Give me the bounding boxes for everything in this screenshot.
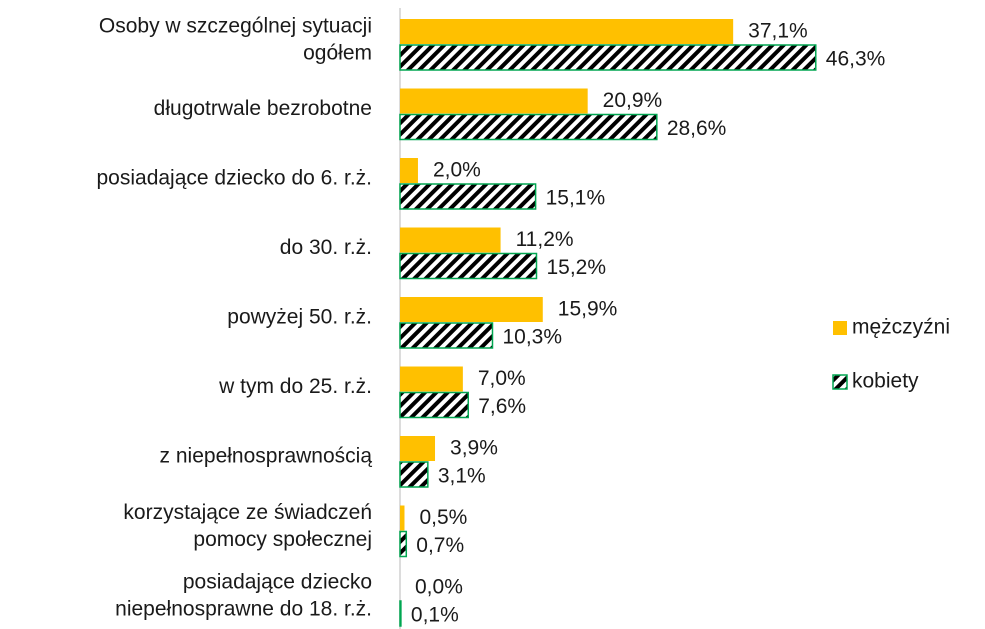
bar: [400, 158, 418, 183]
category-label: w tym do 25. r.ż.: [218, 375, 372, 398]
value-label: 0,1%: [411, 604, 459, 627]
category-label: korzystające ze świadczeń pomocy społeczn…: [123, 500, 372, 550]
value-label: 3,9%: [450, 437, 498, 460]
value-label: 11,2%: [516, 228, 574, 251]
bar: [400, 366, 463, 392]
bar: [399, 322, 494, 349]
bar: [400, 505, 405, 531]
bar: [399, 530, 408, 558]
value-label: 3,1%: [438, 465, 486, 488]
bar: [400, 227, 501, 253]
value-label: 15,2%: [546, 256, 606, 279]
category-label: powyżej 50. r.ż.: [227, 306, 372, 329]
value-label: 10,3%: [502, 326, 562, 349]
value-label: 20,9%: [603, 89, 663, 112]
category-label: Osoby w szczególnej sytuacji ogółem: [99, 14, 372, 64]
legend-label: kobiety: [852, 370, 919, 393]
value-label: 15,1%: [546, 187, 606, 210]
bar: [399, 183, 537, 210]
value-label: 15,9%: [558, 298, 618, 321]
bar: [400, 88, 588, 114]
bar: [399, 44, 817, 71]
value-label: 7,6%: [478, 395, 526, 418]
value-label: 28,6%: [667, 117, 727, 140]
value-label: 37,1%: [748, 20, 808, 43]
bar: [400, 436, 436, 461]
legend-swatch: [832, 374, 848, 390]
value-label: 2,0%: [433, 159, 481, 182]
value-label: 0,5%: [419, 506, 467, 529]
bar: [399, 391, 469, 419]
bar: [399, 252, 538, 280]
category-label: z niepełnosprawnością: [160, 445, 373, 468]
bar: [399, 113, 658, 141]
category-label: posiadające dziecko niepełnosprawne do 18…: [115, 570, 372, 620]
legend-swatch: [833, 321, 847, 335]
legend-label: mężczyźni: [852, 316, 950, 339]
bar: [400, 297, 543, 322]
value-label: 46,3%: [826, 48, 886, 71]
bar: [399, 600, 402, 627]
bar: [399, 461, 429, 488]
value-label: 7,0%: [478, 367, 526, 390]
bar: [400, 19, 734, 44]
category-label: posiadające dziecko do 6. r.ż.: [96, 167, 372, 190]
category-label: długotrwale bezrobotne: [154, 97, 372, 120]
category-label: do 30. r.ż.: [280, 236, 372, 259]
value-label: 0,7%: [416, 534, 464, 557]
value-label: 0,0%: [415, 576, 463, 599]
